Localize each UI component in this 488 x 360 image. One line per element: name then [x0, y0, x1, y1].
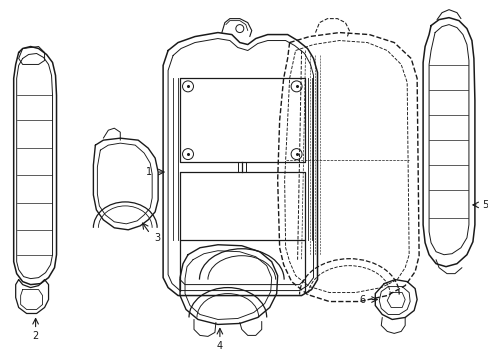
Text: 4: 4 — [216, 341, 223, 351]
Text: 5: 5 — [481, 200, 487, 210]
Text: 1: 1 — [146, 167, 152, 177]
Text: 6: 6 — [359, 294, 365, 305]
Text: 3: 3 — [154, 233, 160, 243]
Text: 2: 2 — [32, 332, 39, 341]
